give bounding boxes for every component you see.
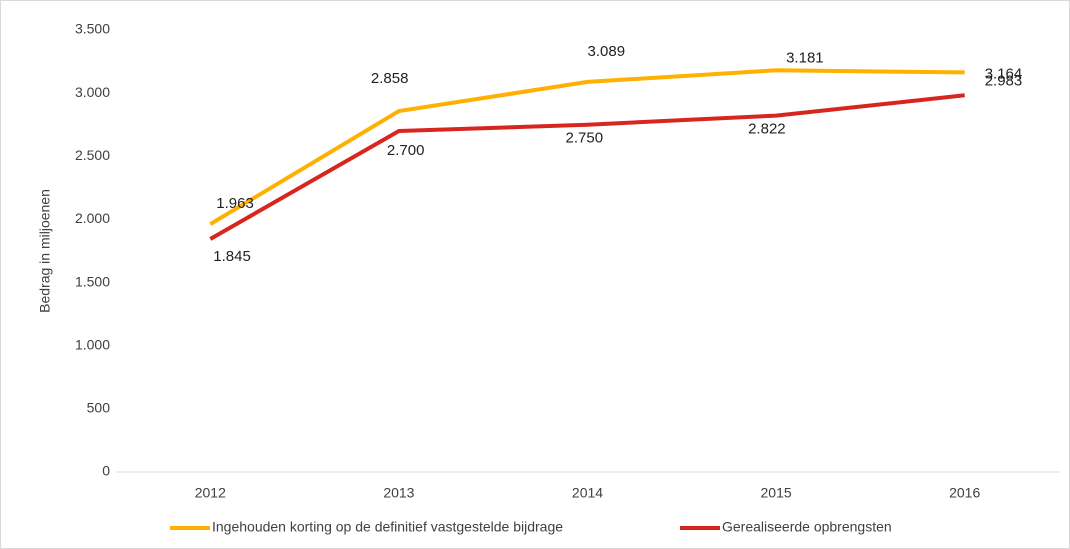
legend-label: Ingehouden korting op de definitief vast… bbox=[212, 519, 563, 535]
data-label: 1.845 bbox=[213, 248, 251, 265]
x-tick-label: 2012 bbox=[195, 485, 226, 501]
y-tick-label: 500 bbox=[87, 400, 111, 416]
y-tick-label: 3.000 bbox=[75, 84, 110, 100]
y-tick-label: 2.500 bbox=[75, 147, 110, 163]
x-tick-label: 2013 bbox=[383, 485, 414, 501]
y-tick-label: 0 bbox=[102, 463, 110, 479]
x-tick-label: 2016 bbox=[949, 485, 980, 501]
data-label: 3.164 bbox=[985, 65, 1023, 82]
series-line bbox=[209, 93, 965, 241]
y-tick-label: 1.000 bbox=[75, 336, 110, 352]
x-tick-label: 2014 bbox=[572, 485, 603, 501]
data-label: 2.983 bbox=[985, 72, 1023, 89]
y-tick-label: 3.500 bbox=[75, 21, 110, 37]
data-label: 3.181 bbox=[786, 49, 824, 66]
y-axis-title: Bedrag in miljoenen bbox=[37, 189, 53, 313]
data-label: 2.700 bbox=[387, 142, 425, 159]
y-tick-label: 2.000 bbox=[75, 210, 110, 226]
data-label: 2.822 bbox=[748, 121, 786, 138]
series-line bbox=[209, 68, 965, 226]
data-label: 1.963 bbox=[216, 195, 254, 212]
legend-label: Gerealiseerde opbrengsten bbox=[722, 519, 892, 535]
data-label: 2.750 bbox=[566, 130, 604, 147]
y-tick-label: 1.500 bbox=[75, 273, 110, 289]
x-tick-label: 2015 bbox=[761, 485, 792, 501]
data-label: 2.858 bbox=[371, 70, 409, 87]
data-label: 3.089 bbox=[588, 43, 626, 60]
